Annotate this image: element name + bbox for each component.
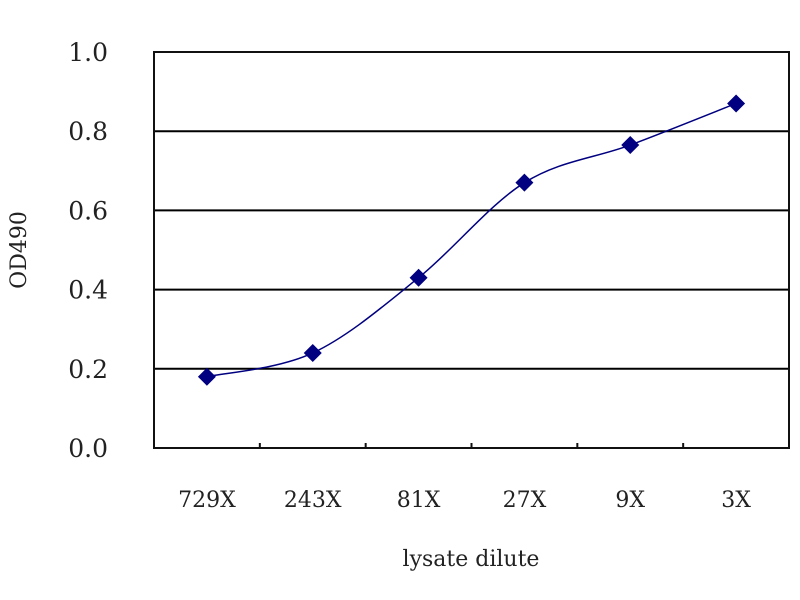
y-axis-label: OD490	[7, 211, 32, 289]
y-tick-labels: 0.0 0.2 0.4 0.6 0.8 1.0	[68, 38, 108, 463]
data-point-marker	[303, 343, 322, 362]
x-tick-labels: 729X 243X 81X 27X 9X 3X	[178, 488, 751, 513]
y-tick-label: 0.2	[68, 355, 108, 384]
y-tick-label: 0.6	[68, 196, 108, 225]
x-tick-label: 81X	[397, 488, 441, 513]
y-tick-label: 1.0	[68, 38, 108, 67]
x-tick-label: 9X	[615, 488, 645, 513]
x-axis-label: lysate dilute	[403, 547, 540, 572]
x-tick-label: 729X	[178, 488, 236, 513]
x-tick-label: 243X	[284, 488, 342, 513]
y-tick-label: 0.8	[68, 117, 108, 146]
data-point-marker	[515, 173, 534, 192]
y-tick-label: 0.4	[68, 276, 108, 305]
x-ticks	[258, 443, 685, 448]
gridlines	[154, 130, 789, 370]
data-point-marker	[727, 94, 746, 113]
data-point-marker	[197, 367, 216, 386]
data-point-marker	[409, 268, 428, 287]
y-tick-label: 0.0	[68, 434, 108, 463]
series-line	[206, 102, 737, 378]
plot-area-frame	[153, 51, 790, 449]
x-tick-label: 3X	[721, 488, 751, 513]
series-markers	[197, 94, 746, 386]
x-tick-label: 27X	[503, 488, 547, 513]
data-point-marker	[621, 136, 640, 155]
